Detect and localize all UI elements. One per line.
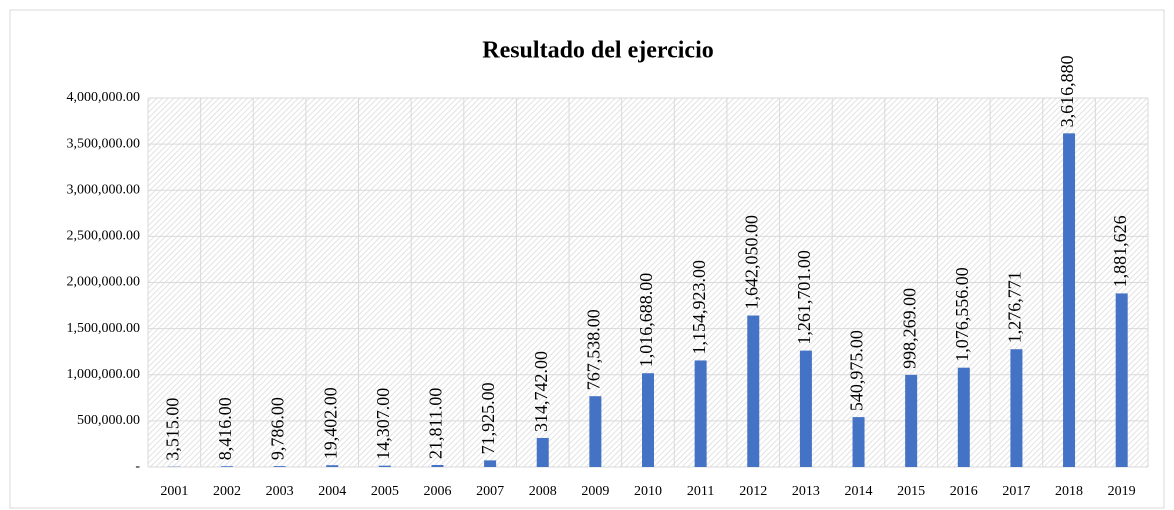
x-tick-label: 2016 bbox=[950, 484, 978, 499]
x-tick-label: 2001 bbox=[160, 484, 188, 499]
x-tick-label: 2012 bbox=[739, 484, 767, 499]
y-tick-label: 3,500,000.00 bbox=[67, 136, 141, 151]
x-tick-label: 2017 bbox=[1002, 484, 1030, 499]
value-label: 21,811.00 bbox=[426, 388, 446, 459]
value-label: 540,975.00 bbox=[847, 330, 867, 411]
value-label: 14,307.00 bbox=[373, 388, 393, 460]
bar bbox=[378, 465, 391, 467]
value-label: 998,269.00 bbox=[899, 288, 919, 369]
value-label: 1,642,050.00 bbox=[741, 215, 761, 310]
value-label: 1,881,626 bbox=[1110, 215, 1130, 287]
value-label: 314,742.00 bbox=[531, 351, 551, 432]
x-tick-label: 2005 bbox=[371, 484, 399, 499]
y-tick-label: 1,000,000.00 bbox=[67, 367, 141, 382]
x-tick-label: 2008 bbox=[529, 484, 557, 499]
x-tick-label: 2010 bbox=[634, 484, 662, 499]
x-tick-label: 2018 bbox=[1055, 484, 1083, 499]
x-tick-label: 2007 bbox=[476, 484, 504, 499]
bar bbox=[694, 360, 707, 467]
bar bbox=[1063, 133, 1076, 467]
x-tick-label: 2003 bbox=[266, 484, 294, 499]
y-tick-label: 3,000,000.00 bbox=[67, 182, 141, 197]
x-tick-label: 2006 bbox=[423, 484, 451, 499]
bar bbox=[957, 367, 970, 467]
bar bbox=[799, 350, 812, 467]
x-tick-label: 2009 bbox=[581, 484, 609, 499]
chart-title: Resultado del ejercicio bbox=[482, 38, 714, 64]
bar bbox=[852, 417, 865, 467]
y-tick-label: 2,000,000.00 bbox=[67, 275, 141, 290]
bar bbox=[326, 465, 339, 467]
value-label: 1,154,923.00 bbox=[689, 260, 709, 355]
value-label: 3,515.00 bbox=[162, 398, 182, 461]
value-label: 767,538.00 bbox=[583, 309, 603, 390]
bar bbox=[1115, 293, 1128, 467]
value-label: 9,786.00 bbox=[268, 397, 288, 460]
value-label: 1,016,688.00 bbox=[636, 273, 656, 368]
value-label: 1,276,771 bbox=[1005, 271, 1025, 343]
bar bbox=[220, 466, 233, 467]
value-label: 3,616,880 bbox=[1057, 55, 1077, 127]
value-label: 71,925.00 bbox=[478, 382, 498, 454]
x-tick-label: 2011 bbox=[687, 484, 714, 499]
bar bbox=[273, 466, 286, 467]
x-tick-label: 2015 bbox=[897, 484, 925, 499]
bar bbox=[642, 373, 654, 467]
value-label: 19,402.00 bbox=[320, 387, 340, 459]
x-tick-label: 2014 bbox=[845, 484, 873, 499]
bar bbox=[589, 396, 602, 467]
x-tick-label: 2019 bbox=[1108, 484, 1136, 499]
y-tick-label: 4,000,000.00 bbox=[67, 90, 141, 105]
value-label: 1,261,701.00 bbox=[794, 250, 814, 345]
y-tick-label: - bbox=[135, 459, 140, 474]
bar bbox=[484, 460, 497, 467]
x-tick-label: 2004 bbox=[318, 484, 346, 499]
y-tick-label: 500,000.00 bbox=[77, 413, 140, 428]
bar bbox=[431, 464, 444, 467]
bar bbox=[905, 374, 918, 467]
bar bbox=[536, 437, 549, 467]
value-label: 8,416.00 bbox=[215, 397, 235, 460]
y-tick-label: 2,500,000.00 bbox=[67, 229, 141, 244]
x-tick-label: 2002 bbox=[213, 484, 241, 499]
bar bbox=[1010, 349, 1023, 467]
y-tick-label: 1,500,000.00 bbox=[67, 321, 141, 336]
bar bbox=[747, 315, 760, 467]
value-label: 1,076,556.00 bbox=[952, 267, 972, 362]
x-tick-label: 2013 bbox=[792, 484, 820, 499]
